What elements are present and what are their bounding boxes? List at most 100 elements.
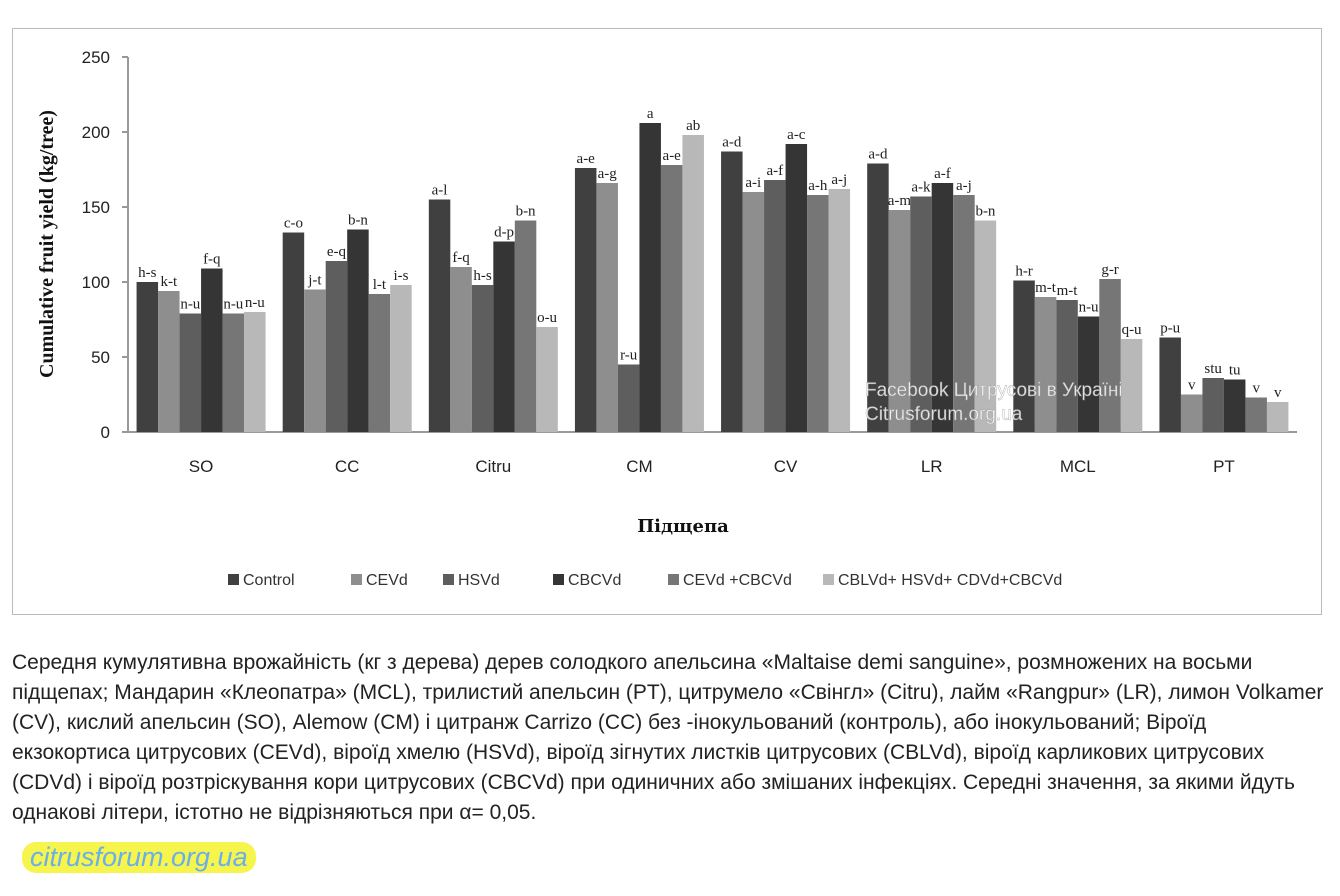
bar-letter-label: a-m: [888, 193, 912, 209]
bar-letter-label: n-u: [1079, 300, 1099, 316]
bar-letter-label: v: [1274, 385, 1282, 401]
legend-swatch: [823, 574, 834, 585]
bar: [1245, 397, 1267, 432]
legend-label: CEVd: [366, 572, 408, 589]
bar: [1077, 316, 1100, 432]
bar: [450, 267, 472, 432]
bar: [1034, 297, 1057, 432]
y-tick-label: 50: [91, 348, 110, 367]
legend-swatch: [443, 574, 454, 585]
bar-letter-label: m-t: [1035, 280, 1057, 296]
bar: [1013, 280, 1035, 432]
bar: [721, 151, 743, 432]
bar-letter-label: a-k: [911, 180, 931, 196]
x-tick-label: LR: [921, 457, 943, 476]
legend-label: CEVd +CBCVd: [683, 572, 792, 589]
bar-letter-label: n-u: [245, 295, 265, 311]
x-tick-label: CM: [626, 457, 652, 476]
bar: [660, 165, 683, 432]
bar-letter-label: h-s: [473, 268, 491, 284]
bar: [304, 289, 326, 432]
bar: [1056, 300, 1078, 432]
bar: [639, 123, 661, 432]
bar: [222, 313, 245, 432]
x-tick-label: MCL: [1060, 457, 1096, 476]
bar: [368, 294, 391, 432]
bar: [931, 183, 954, 432]
bar: [764, 180, 786, 432]
y-tick-label: 100: [82, 273, 110, 292]
bar-letter-label: m-t: [1057, 283, 1079, 299]
bar-letter-label: c-o: [284, 216, 303, 232]
bar: [493, 241, 515, 432]
x-tick-label: Citru: [475, 457, 511, 476]
legend-label: HSVd: [458, 572, 500, 589]
bar: [682, 135, 704, 432]
bar-letter-label: a-i: [745, 175, 761, 191]
bar: [514, 220, 537, 432]
bar: [785, 144, 808, 432]
bar-letter-label: k-t: [160, 274, 177, 290]
bar: [158, 291, 180, 432]
bar-letter-label: ab: [686, 118, 700, 134]
bar: [282, 232, 305, 432]
bar-letter-label: a-d: [868, 147, 888, 163]
bar-letter-label: n-u: [180, 297, 200, 313]
figure-caption: Середня кумулятивна врожайність (кг з де…: [12, 651, 1324, 824]
y-tick-label: 150: [82, 198, 110, 217]
bar: [244, 312, 266, 432]
bar-letter-label: a-h: [808, 178, 828, 194]
y-tick-label: 0: [101, 423, 110, 442]
bar-letter-label: f-q: [452, 250, 470, 266]
bar-letter-label: f-q: [203, 252, 221, 268]
bar-letter-label: a-e: [663, 148, 682, 164]
bar: [910, 196, 932, 432]
bar-letter-label: b-n: [975, 204, 995, 220]
bar-letter-label: b-n: [516, 204, 536, 220]
bar: [1266, 402, 1289, 432]
legend-label: CBLVd+ HSVd+ CDVd+CBCVd: [838, 572, 1062, 589]
bar: [1180, 394, 1203, 432]
y-tick-label: 250: [82, 48, 110, 67]
bar: [201, 268, 223, 432]
bar: [1202, 378, 1224, 432]
bar: [136, 282, 159, 432]
bar: [828, 189, 851, 432]
bar: [574, 168, 597, 432]
bar: [867, 163, 889, 432]
bar-letter-label: i-s: [393, 268, 408, 284]
bar: [974, 220, 997, 432]
chart-frame: 0 50 100 150 200 250 SO h-s k-t n-u f-q n-u n-u CC c-o…: [12, 28, 1322, 615]
bar: [1159, 337, 1181, 432]
bar-letter-label: j-t: [307, 273, 322, 289]
bar-letter-label: a: [647, 106, 654, 122]
bar-letter-label: g-r: [1101, 262, 1119, 278]
bar: [325, 261, 348, 432]
bar: [428, 199, 451, 432]
bar-letter-label: a-l: [432, 183, 448, 199]
bar-letter-label: tu: [1229, 363, 1241, 379]
x-tick-label: PT: [1213, 457, 1235, 476]
bar-letter-label: d-p: [494, 225, 514, 241]
bar: [953, 195, 975, 432]
y-tick-label: 200: [82, 123, 110, 142]
bar: [1223, 379, 1246, 432]
bar: [617, 364, 640, 432]
bar-letter-label: a-d: [722, 135, 742, 151]
bar: [888, 210, 911, 432]
bar-letter-label: n-u: [223, 297, 243, 313]
watermark-line-1: Facebook Цитрусові в Україні: [865, 380, 1123, 401]
bar-letter-label: p-u: [1160, 321, 1180, 337]
x-tick-label: CC: [335, 457, 360, 476]
bar-letter-label: v: [1252, 381, 1260, 397]
x-tick-label: CV: [774, 457, 798, 476]
legend: Control CEVd HSVd CBCVd CEVd +CBCVd CBLVd+ HS…: [228, 572, 1062, 589]
bar: [1099, 279, 1121, 432]
bar: [390, 285, 412, 432]
watermark-line-2: Citrusforum.org.ua: [865, 404, 1023, 425]
bar-letter-label: h-s: [138, 265, 156, 281]
bar-letter-label: v: [1188, 378, 1196, 394]
bar-letter-label: r-u: [620, 348, 638, 364]
bar-letter-label: a-j: [831, 172, 847, 188]
